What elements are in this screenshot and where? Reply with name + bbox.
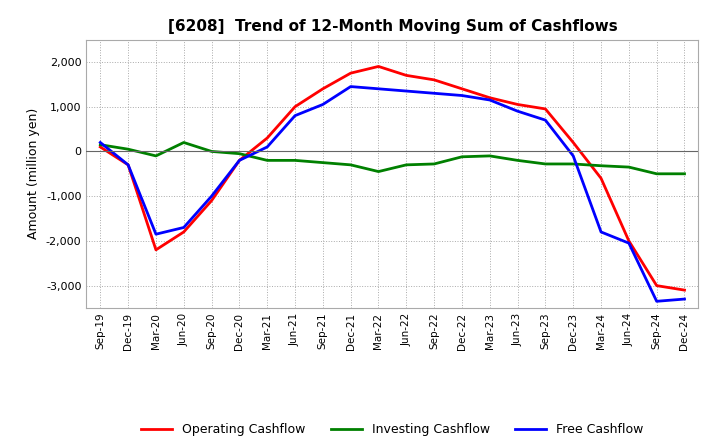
Operating Cashflow [652, 283, 661, 288]
Free Cashflow [541, 117, 550, 123]
Investing Cashflow [430, 161, 438, 167]
Operating Cashflow [458, 86, 467, 92]
Free Cashflow [263, 144, 271, 150]
Investing Cashflow [318, 160, 327, 165]
Operating Cashflow [207, 198, 216, 203]
Free Cashflow [513, 109, 522, 114]
Investing Cashflow [291, 158, 300, 163]
Investing Cashflow [152, 153, 161, 158]
Investing Cashflow [179, 140, 188, 145]
Investing Cashflow [485, 153, 494, 158]
Title: [6208]  Trend of 12-Month Moving Sum of Cashflows: [6208] Trend of 12-Month Moving Sum of C… [168, 19, 617, 34]
Operating Cashflow [124, 162, 132, 168]
Operating Cashflow [235, 158, 243, 163]
Investing Cashflow [124, 147, 132, 152]
Operating Cashflow [152, 247, 161, 253]
Investing Cashflow [374, 169, 383, 174]
Free Cashflow [597, 229, 606, 235]
Operating Cashflow [318, 86, 327, 92]
Free Cashflow [680, 297, 689, 302]
Investing Cashflow [624, 165, 633, 170]
Investing Cashflow [597, 163, 606, 169]
Operating Cashflow [485, 95, 494, 100]
Operating Cashflow [179, 229, 188, 235]
Free Cashflow [346, 84, 355, 89]
Operating Cashflow [291, 104, 300, 109]
Operating Cashflow [263, 136, 271, 141]
Free Cashflow [458, 93, 467, 98]
Free Cashflow [152, 231, 161, 237]
Investing Cashflow [96, 142, 104, 147]
Free Cashflow [124, 162, 132, 168]
Operating Cashflow [569, 140, 577, 145]
Free Cashflow [652, 299, 661, 304]
Operating Cashflow [430, 77, 438, 82]
Operating Cashflow [624, 238, 633, 244]
Investing Cashflow [458, 154, 467, 159]
Free Cashflow [318, 102, 327, 107]
Investing Cashflow [513, 158, 522, 163]
Operating Cashflow [374, 64, 383, 69]
Free Cashflow [291, 113, 300, 118]
Investing Cashflow [569, 161, 577, 167]
Investing Cashflow [235, 151, 243, 156]
Free Cashflow [624, 241, 633, 246]
Free Cashflow [402, 88, 410, 94]
Free Cashflow [569, 153, 577, 158]
Free Cashflow [96, 140, 104, 145]
Legend: Operating Cashflow, Investing Cashflow, Free Cashflow: Operating Cashflow, Investing Cashflow, … [136, 418, 649, 440]
Operating Cashflow [402, 73, 410, 78]
Investing Cashflow [207, 149, 216, 154]
Free Cashflow [430, 91, 438, 96]
Investing Cashflow [541, 161, 550, 167]
Free Cashflow [374, 86, 383, 92]
Free Cashflow [179, 225, 188, 230]
Free Cashflow [485, 97, 494, 103]
Investing Cashflow [263, 158, 271, 163]
Y-axis label: Amount (million yen): Amount (million yen) [27, 108, 40, 239]
Operating Cashflow [541, 106, 550, 112]
Investing Cashflow [652, 171, 661, 176]
Investing Cashflow [346, 162, 355, 168]
Operating Cashflow [346, 70, 355, 76]
Operating Cashflow [597, 176, 606, 181]
Operating Cashflow [680, 287, 689, 293]
Free Cashflow [207, 194, 216, 199]
Free Cashflow [235, 158, 243, 163]
Operating Cashflow [513, 102, 522, 107]
Line: Operating Cashflow: Operating Cashflow [100, 66, 685, 290]
Investing Cashflow [680, 171, 689, 176]
Line: Free Cashflow: Free Cashflow [100, 87, 685, 301]
Operating Cashflow [96, 144, 104, 150]
Investing Cashflow [402, 162, 410, 168]
Line: Investing Cashflow: Investing Cashflow [100, 143, 685, 174]
